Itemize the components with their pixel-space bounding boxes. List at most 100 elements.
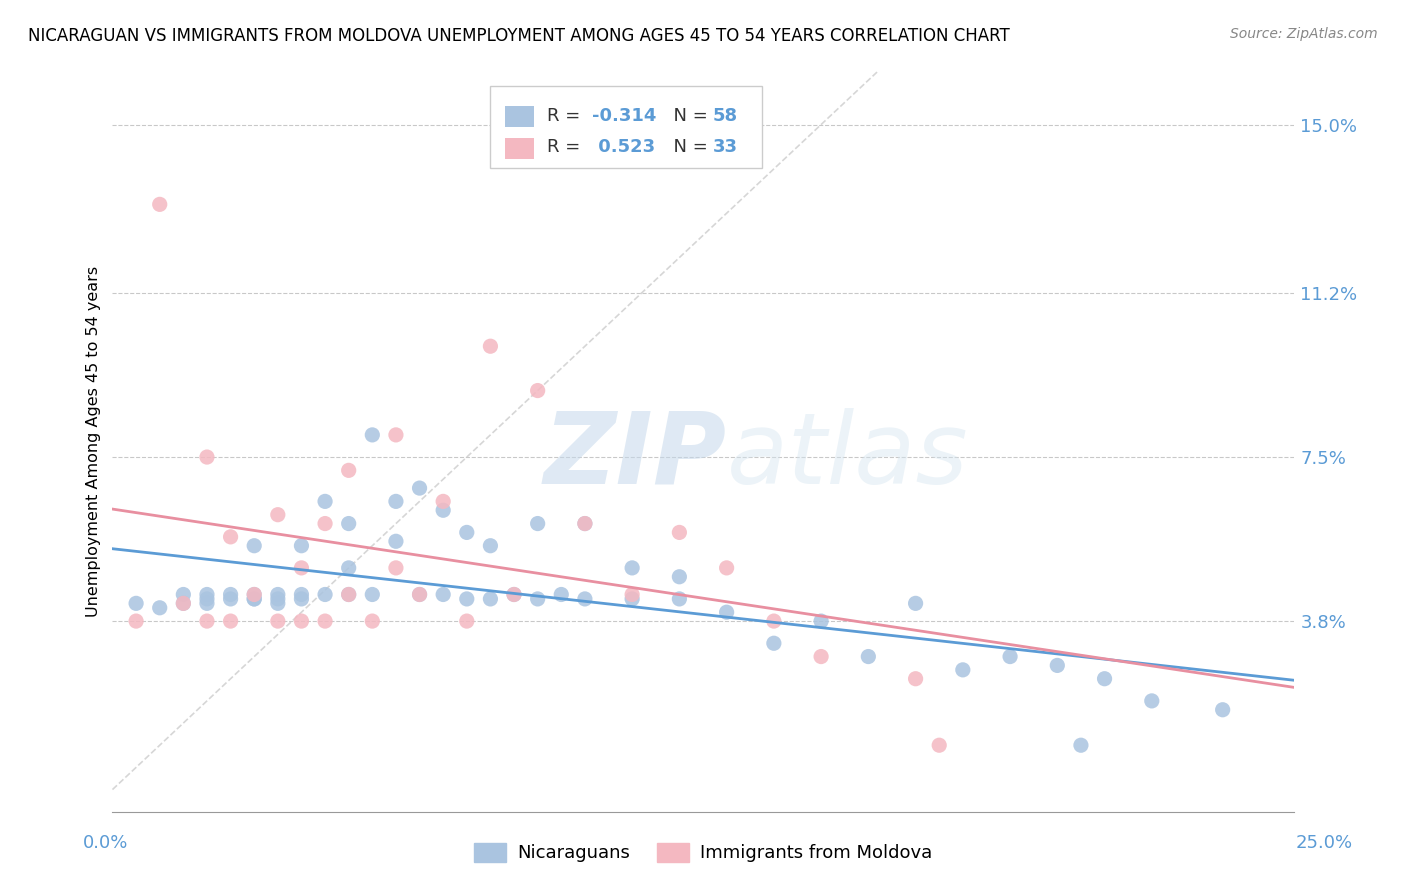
Point [432,494,454,508]
Point [526,516,548,531]
Point [361,614,384,628]
Point [149,600,172,615]
Point [195,596,218,610]
Point [904,596,927,610]
Point [716,561,738,575]
Legend: Nicaraguans, Immigrants from Moldova: Nicaraguans, Immigrants from Moldova [467,836,939,870]
Point [219,591,242,606]
Text: -0.314: -0.314 [592,107,657,125]
Text: NICARAGUAN VS IMMIGRANTS FROM MOLDOVA UNEMPLOYMENT AMONG AGES 45 TO 54 YEARS COR: NICARAGUAN VS IMMIGRANTS FROM MOLDOVA UN… [28,27,1010,45]
Point [668,591,690,606]
Point [361,428,384,442]
Point [810,649,832,664]
Point [267,591,290,606]
FancyBboxPatch shape [505,138,534,159]
Point [456,525,478,540]
Point [195,587,218,601]
Point [290,539,312,553]
Point [290,587,312,601]
Point [337,516,360,531]
Point [125,596,148,610]
Point [479,591,502,606]
Point [385,428,408,442]
Point [432,587,454,601]
Point [574,591,596,606]
Point [408,587,430,601]
Point [456,591,478,606]
Point [810,614,832,628]
Text: R =: R = [547,107,586,125]
Point [574,516,596,531]
Point [314,494,336,508]
Point [456,614,478,628]
Text: 25.0%: 25.0% [1296,834,1353,852]
Text: R =: R = [547,138,586,156]
Point [149,197,172,211]
Point [243,587,266,601]
Point [904,672,927,686]
Text: 58: 58 [713,107,738,125]
Point [219,614,242,628]
Text: ZIP: ZIP [544,408,727,505]
Point [385,534,408,549]
Point [267,508,290,522]
Point [1046,658,1069,673]
Point [219,587,242,601]
Point [1140,694,1163,708]
Point [314,587,336,601]
Point [125,614,148,628]
Point [408,481,430,495]
Point [243,591,266,606]
Point [668,525,690,540]
Point [337,561,360,575]
Point [574,516,596,531]
Point [716,605,738,619]
Point [858,649,880,664]
Point [408,587,430,601]
Y-axis label: Unemployment Among Ages 45 to 54 years: Unemployment Among Ages 45 to 54 years [86,266,101,617]
Point [952,663,974,677]
Point [337,587,360,601]
Point [621,561,644,575]
Text: atlas: atlas [727,408,969,505]
Point [526,591,548,606]
Point [503,587,526,601]
Point [267,587,290,601]
Text: 0.523: 0.523 [592,138,655,156]
Text: Source: ZipAtlas.com: Source: ZipAtlas.com [1230,27,1378,41]
Text: N =: N = [662,107,713,125]
Point [385,494,408,508]
Point [432,503,454,517]
Point [621,587,644,601]
Point [195,614,218,628]
Point [243,591,266,606]
Point [337,587,360,601]
Point [290,561,312,575]
Text: N =: N = [662,138,713,156]
Point [337,463,360,477]
Point [243,587,266,601]
Point [290,591,312,606]
Point [385,561,408,575]
Point [219,530,242,544]
Point [195,450,218,464]
Point [1212,703,1234,717]
Point [314,516,336,531]
Point [195,591,218,606]
Point [314,614,336,628]
Point [668,570,690,584]
Point [267,614,290,628]
Text: 0.0%: 0.0% [83,834,128,852]
Point [621,591,644,606]
Point [172,587,194,601]
Point [503,587,526,601]
Point [243,539,266,553]
FancyBboxPatch shape [505,106,534,127]
Point [762,614,785,628]
Point [290,614,312,628]
Point [998,649,1021,664]
Point [928,738,950,752]
Point [361,587,384,601]
Point [762,636,785,650]
Point [172,596,194,610]
